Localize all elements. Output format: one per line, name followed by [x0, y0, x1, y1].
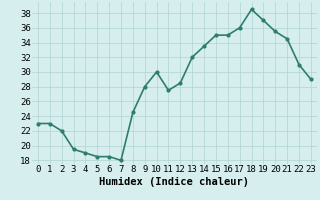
- X-axis label: Humidex (Indice chaleur): Humidex (Indice chaleur): [100, 177, 249, 187]
